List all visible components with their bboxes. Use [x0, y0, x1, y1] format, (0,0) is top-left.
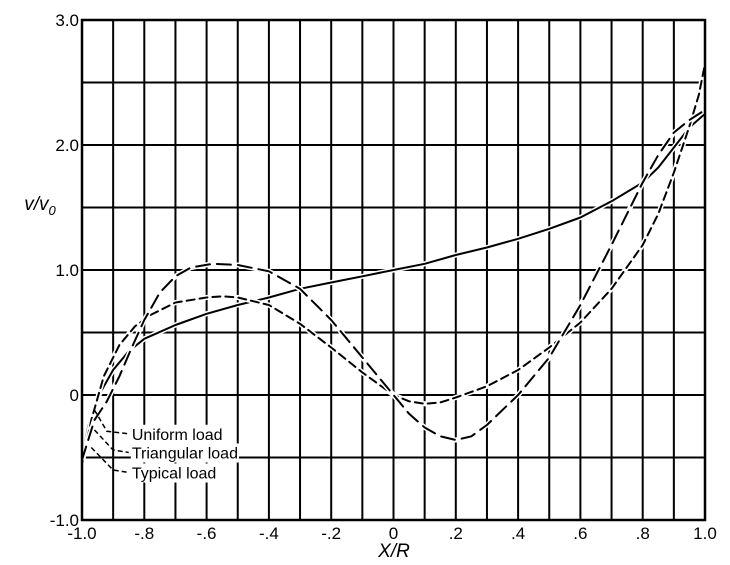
legend: Uniform load Triangular load Typical load	[90, 409, 239, 483]
x-tick-label: -.6	[197, 524, 217, 543]
legend-label: Uniform load	[132, 427, 223, 444]
x-tick-label: .2	[449, 524, 463, 543]
plot-frame	[80, 18, 707, 522]
legend-label-background	[130, 463, 218, 483]
grid	[81, 19, 706, 521]
x-tick-label: -1.0	[67, 524, 96, 543]
x-tick-label: .8	[636, 524, 650, 543]
series-layer	[79, 62, 708, 465]
x-tick-label: -.8	[134, 524, 154, 543]
legend-leader-line	[93, 429, 129, 454]
legend-leader-line	[90, 446, 129, 474]
legend-label-background	[130, 443, 239, 463]
x-tick-label: .6	[573, 524, 587, 543]
x-tick-label: -.4	[259, 524, 279, 543]
tick-labels: -1.0 -.8 -.6 -.4 -.2 0 .2 .4 .6 .8 1.0 -1.0 0 1.0 2.0 3…	[50, 11, 717, 543]
y-tick-label: -1.0	[50, 511, 79, 530]
plot-border	[80, 18, 707, 522]
legend-label: Triangular load	[132, 446, 238, 463]
legend-leader-line	[93, 409, 129, 435]
y-tick-label: 1.0	[55, 261, 79, 280]
x-tick-label: .4	[511, 524, 525, 543]
series-line	[81, 62, 706, 465]
y-axis-label: v/v0	[24, 194, 56, 218]
x-axis-label: X/R	[377, 541, 410, 562]
series-line	[81, 109, 706, 461]
y-axis-label-main: v/v	[24, 194, 50, 215]
x-tick-label: -.2	[321, 524, 341, 543]
x-tick-label: 1.0	[693, 524, 717, 543]
legend-label: Typical load	[132, 466, 217, 483]
y-axis-label-subscript: 0	[49, 203, 57, 218]
y-tick-label: 0	[70, 386, 79, 405]
y-tick-label: 3.0	[55, 11, 79, 30]
y-tick-label: 2.0	[55, 136, 79, 155]
legend-label-background	[130, 424, 224, 444]
x-tick-label: 0	[389, 524, 398, 543]
